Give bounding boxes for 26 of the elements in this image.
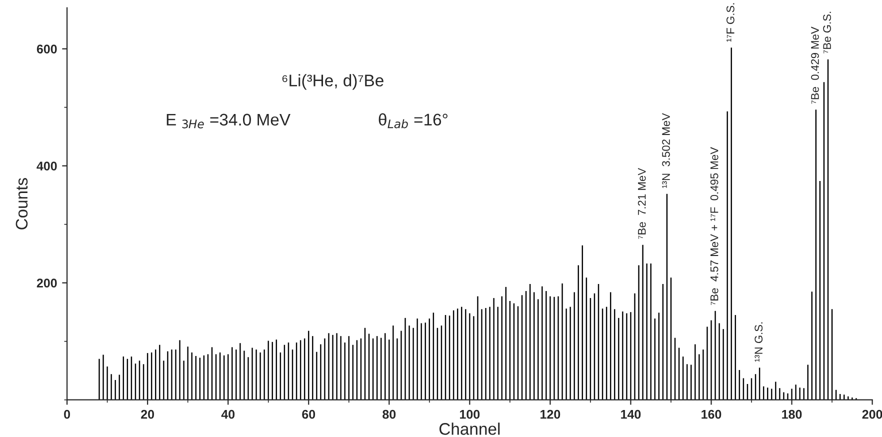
x-tick-label: 40 xyxy=(221,410,235,419)
annotation: ⁷Be 0.429 MeV xyxy=(811,26,819,104)
y-tick-label: 600 xyxy=(36,44,57,54)
annotation: θ$_{Lab}$ =16° xyxy=(378,113,448,128)
x-tick-label: 200 xyxy=(862,410,882,419)
x-tick-label: 100 xyxy=(460,410,480,419)
x-tick-label: 60 xyxy=(302,410,316,419)
x-tick-label: 20 xyxy=(141,410,154,419)
text: ⁶Li(³He, d)⁷Be xyxy=(282,74,384,90)
annotation: E $_{3He}$ =34.0 MeV xyxy=(166,114,290,128)
annotation: ⁷Be 7.21 MeV xyxy=(638,168,646,239)
y-tick-label: 400 xyxy=(36,162,57,170)
x-tick-label: 120 xyxy=(540,410,560,419)
annotation: ¹³N 3.502 MeV xyxy=(662,113,670,188)
x-tick-label: 160 xyxy=(702,410,722,419)
x-axis-title: Channel xyxy=(439,422,500,435)
x-tick-label: 80 xyxy=(382,410,396,419)
annotation: ⁷Be G.S. xyxy=(823,12,831,54)
y-tick-label: 200 xyxy=(36,278,57,288)
x-tick-label: 180 xyxy=(782,410,802,419)
annotation: ¹⁷F G.S. xyxy=(726,3,734,42)
annotation: ⁷Be 4.57 MeV + ¹⁷F 0.495 MeV xyxy=(710,146,718,305)
x-tick-label: 0 xyxy=(64,410,70,419)
y-axis-title: Counts xyxy=(16,178,28,230)
annotation: ¹³N G.S. xyxy=(754,322,763,362)
x-tick-label: 140 xyxy=(621,410,641,419)
